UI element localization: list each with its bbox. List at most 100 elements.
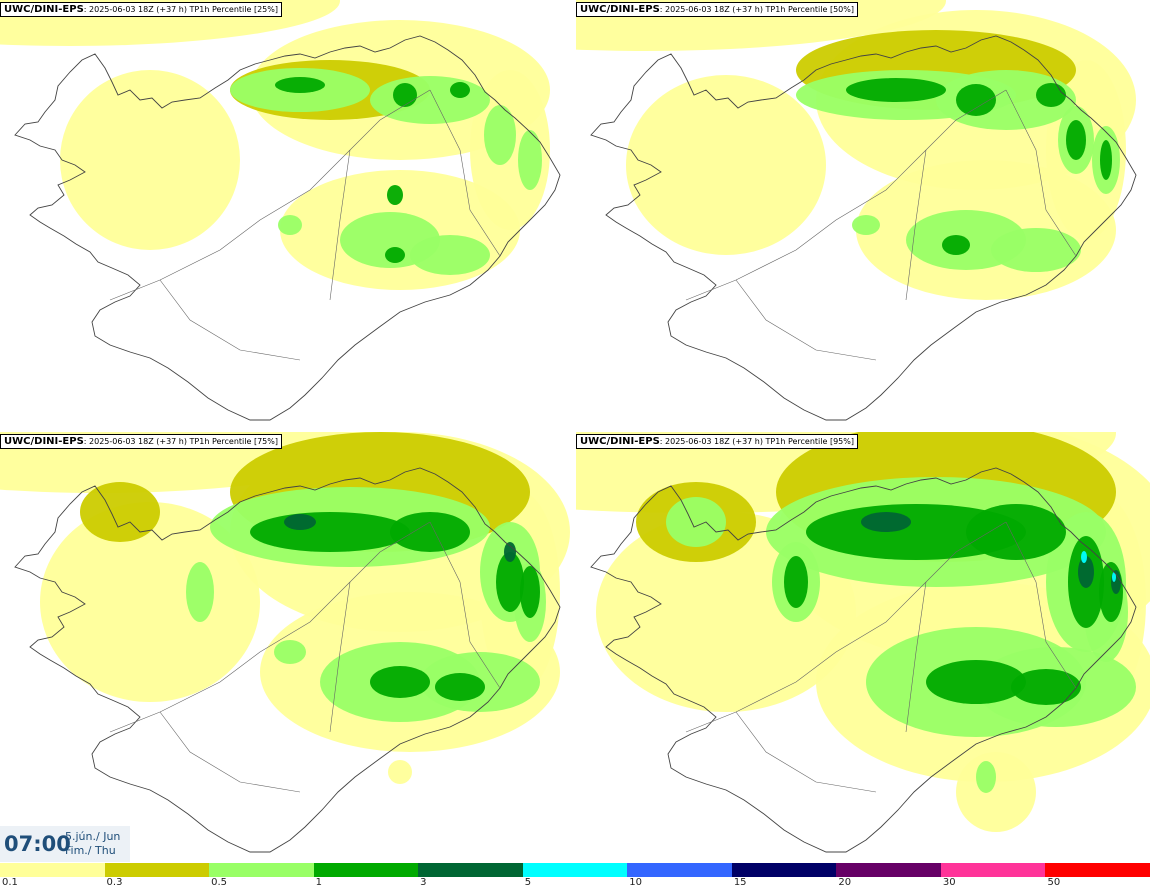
precip-map-p50 bbox=[576, 0, 1137, 421]
colorbar-tick-label: 0.1 bbox=[2, 877, 18, 888]
precip-field bbox=[576, 432, 1150, 852]
precip-contour bbox=[1066, 120, 1086, 160]
precip-contour bbox=[496, 552, 524, 612]
valid-date: 5.jún./ Jun Fim./ Thu bbox=[65, 830, 120, 858]
precip-contour bbox=[976, 761, 996, 793]
precip-contour bbox=[1081, 551, 1087, 563]
panel-title: UWC/DINI-EPS: 2025-06-03 18Z (+37 h) TP1… bbox=[0, 2, 282, 17]
colorbar-tick-label: 50 bbox=[1047, 877, 1061, 888]
precip-contour bbox=[1100, 140, 1112, 180]
precip-contour bbox=[966, 504, 1066, 560]
precip-contour bbox=[806, 504, 1026, 560]
precip-contour bbox=[275, 77, 325, 93]
precip-contour bbox=[370, 666, 430, 698]
precip-contour bbox=[484, 105, 516, 165]
precip-contour bbox=[991, 228, 1081, 272]
model-name: UWC/DINI-EPS bbox=[4, 436, 84, 447]
colorbar-tick-label: 20 bbox=[838, 877, 852, 888]
precip-contour bbox=[60, 70, 240, 250]
valid-time: 07:00 bbox=[4, 832, 71, 856]
precip-contour bbox=[385, 247, 405, 263]
iceland-coastline bbox=[590, 35, 1137, 421]
model-name: UWC/DINI-EPS bbox=[4, 4, 84, 15]
colorbar-tick-label: 10 bbox=[629, 877, 642, 888]
precip-contour bbox=[666, 497, 726, 547]
colorbar-segment bbox=[940, 863, 1047, 877]
colorbar-tick-label: 3 bbox=[420, 877, 427, 888]
precip-contour bbox=[518, 130, 542, 190]
iceland-coastline bbox=[14, 35, 561, 421]
model-name: UWC/DINI-EPS bbox=[580, 436, 660, 447]
run-info: 2025-06-03 18Z (+37 h) TP1h Percentile [… bbox=[89, 437, 278, 446]
colorbar-tick-label: 0.5 bbox=[211, 877, 227, 888]
colorbar-segment bbox=[418, 863, 524, 877]
panel-title: UWC/DINI-EPS: 2025-06-03 18Z (+37 h) TP1… bbox=[576, 434, 858, 449]
precip-contour bbox=[942, 235, 970, 255]
run-info: 2025-06-03 18Z (+37 h) TP1h Percentile [… bbox=[89, 5, 278, 14]
precip-map-p75 bbox=[0, 432, 570, 853]
precip-contour bbox=[390, 512, 470, 552]
date-line-1: 5.jún./ Jun bbox=[65, 830, 121, 843]
precip-contour bbox=[1036, 83, 1066, 107]
precip-map-p95 bbox=[576, 432, 1150, 853]
colorbar-tick-label: 1 bbox=[315, 877, 322, 888]
precip-contour bbox=[450, 82, 470, 98]
colorbar-tick-label: 5 bbox=[524, 877, 532, 888]
colorbar-segment bbox=[0, 863, 106, 877]
map-panel-p75: UWC/DINI-EPS: 2025-06-03 18Z (+37 h) TP1… bbox=[0, 432, 574, 862]
precip-contour bbox=[250, 512, 410, 552]
precip-contour bbox=[284, 514, 316, 530]
precip-contour bbox=[1112, 572, 1116, 582]
precip-contour bbox=[956, 752, 1036, 832]
panel-title: UWC/DINI-EPS: 2025-06-03 18Z (+37 h) TP1… bbox=[576, 2, 858, 17]
colorbar-segment bbox=[836, 863, 942, 877]
road-network bbox=[685, 89, 1077, 361]
map-panel-p95: UWC/DINI-EPS: 2025-06-03 18Z (+37 h) TP1… bbox=[576, 432, 1150, 862]
map-panel-p25: UWC/DINI-EPS: 2025-06-03 18Z (+37 h) TP1… bbox=[0, 0, 574, 430]
precip-contour bbox=[956, 84, 996, 116]
precip-contour bbox=[626, 75, 826, 255]
iceland-coastline bbox=[590, 467, 1137, 853]
precip-contour bbox=[435, 673, 485, 701]
precip-field bbox=[0, 0, 560, 420]
road-network bbox=[685, 521, 1077, 793]
precip-contour bbox=[1078, 556, 1094, 588]
valid-time-box: 07:00 5.jún./ Jun Fim./ Thu bbox=[0, 826, 130, 862]
precip-contour bbox=[274, 640, 306, 664]
colorbar-segment bbox=[209, 863, 315, 877]
colorbar-tick-label: 0.3 bbox=[106, 877, 123, 888]
precip-contour bbox=[393, 83, 417, 107]
precip-contour bbox=[520, 566, 540, 618]
run-info: 2025-06-03 18Z (+37 h) TP1h Percentile [… bbox=[665, 5, 854, 14]
precip-contour bbox=[186, 562, 214, 622]
colorbar-segment bbox=[522, 863, 629, 877]
precip-contour bbox=[846, 78, 946, 102]
colorbar-segment bbox=[627, 863, 733, 877]
precip-field bbox=[576, 0, 1136, 420]
precip-contour bbox=[80, 482, 160, 542]
colorbar-tick-label: 30 bbox=[942, 877, 956, 888]
precip-contour bbox=[40, 502, 260, 702]
precip-contour bbox=[388, 760, 412, 784]
precip-contour bbox=[410, 235, 490, 275]
precip-field bbox=[0, 432, 570, 852]
precip-contour bbox=[852, 215, 880, 235]
run-info: 2025-06-03 18Z (+37 h) TP1h Percentile [… bbox=[665, 437, 854, 446]
precip-contour bbox=[504, 542, 516, 562]
map-panel-p50: UWC/DINI-EPS: 2025-06-03 18Z (+37 h) TP1… bbox=[576, 0, 1150, 430]
model-name: UWC/DINI-EPS bbox=[580, 4, 660, 15]
precip-contour bbox=[861, 512, 911, 532]
colorbar-segment bbox=[104, 863, 211, 877]
precip-contour bbox=[926, 660, 1026, 704]
precip-contour bbox=[1099, 562, 1123, 622]
road-network bbox=[109, 521, 501, 793]
iceland-coastline bbox=[14, 467, 561, 853]
precip-contour bbox=[1011, 669, 1081, 705]
precip-contour bbox=[278, 215, 302, 235]
colorbar-tick-label: 15 bbox=[733, 877, 747, 888]
precip-map-p25 bbox=[0, 0, 561, 421]
colorbar-segment bbox=[1045, 863, 1150, 877]
date-line-2: Fim./ Thu bbox=[65, 844, 116, 857]
colorbar-segment bbox=[313, 863, 420, 877]
precip-colorbar bbox=[0, 863, 1150, 877]
